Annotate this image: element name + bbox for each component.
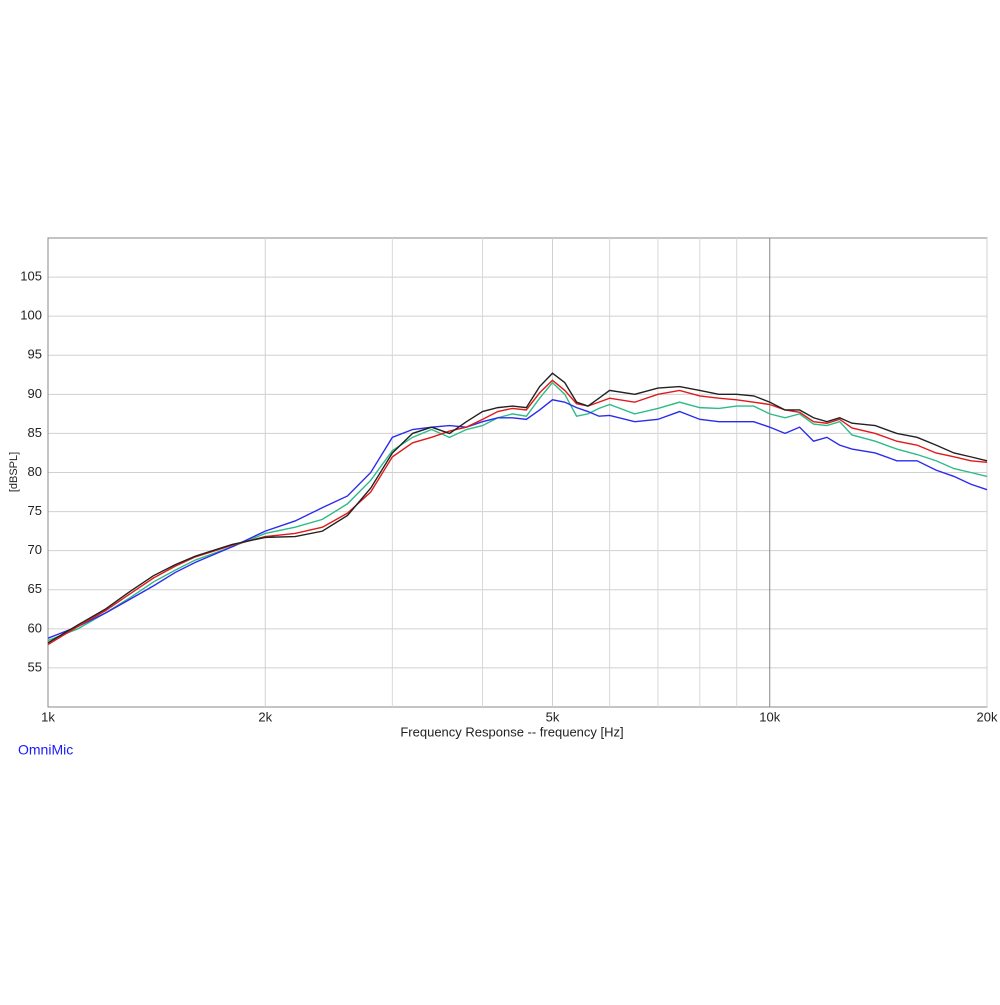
annotation: OmniMic: [18, 742, 73, 758]
y-tick-label: 100: [20, 308, 42, 323]
x-tick-label: 5k: [546, 709, 560, 724]
y-tick-label: 85: [28, 425, 42, 440]
y-tick-label: 65: [28, 581, 42, 596]
x-tick-label: 20k: [977, 709, 998, 724]
y-tick-label: 70: [28, 542, 42, 557]
y-tick-label: 80: [28, 464, 42, 479]
y-tick-label: 55: [28, 659, 42, 674]
y-tick-label: 75: [28, 503, 42, 518]
y-axis-label: [dBSPL]: [8, 452, 20, 492]
y-tick-label: 90: [28, 386, 42, 401]
series-line: [47, 399, 988, 639]
y-tick-label: 95: [28, 347, 42, 362]
y-tick-label: 60: [28, 620, 42, 635]
x-tick-label: 10k: [759, 709, 780, 724]
series-line: [47, 372, 988, 644]
x-axis-label: Frequency Response -- frequency [Hz]: [400, 724, 623, 739]
series-line: [47, 379, 988, 646]
x-tick-label: 2k: [258, 709, 272, 724]
y-tick-label: 105: [20, 269, 42, 284]
x-tick-label: 1k: [41, 709, 55, 724]
